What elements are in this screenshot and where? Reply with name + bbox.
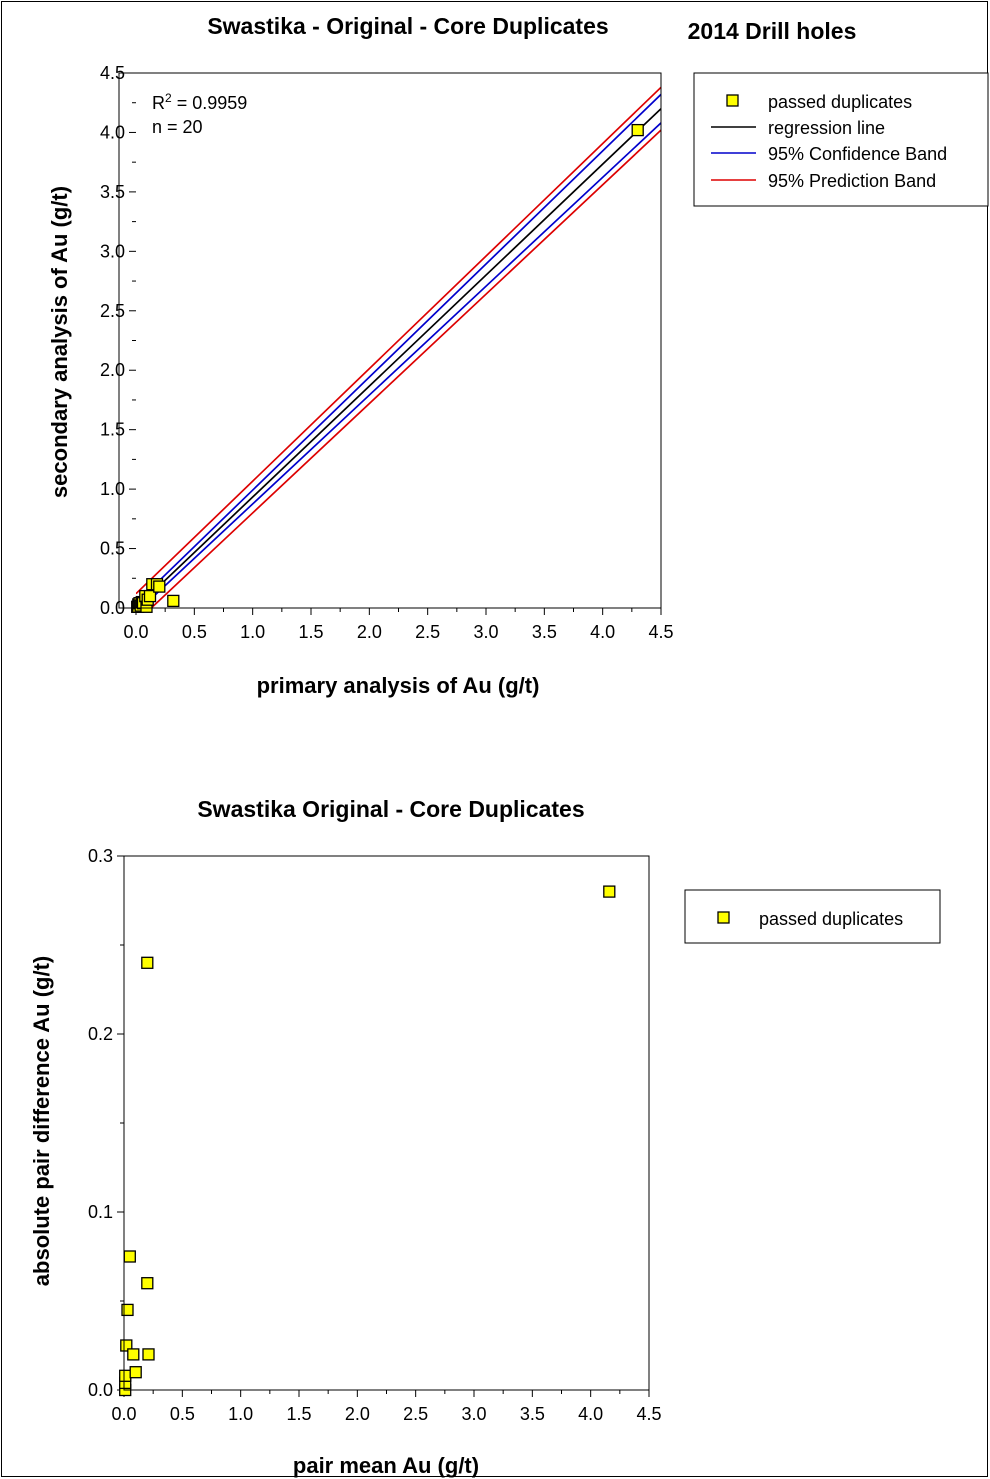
chart2-y-tick-label: 0.1 [88, 1202, 113, 1222]
chart2-x-tick-label: 2.5 [403, 1404, 428, 1424]
chart1-r2-value: = 0.9959 [172, 93, 248, 113]
chart1-x-tick-label: 3.5 [532, 622, 557, 642]
chart1-x-axis-label: primary analysis of Au (g/t) [257, 673, 540, 698]
legend-confidence-band: 95% Confidence Band [768, 144, 947, 164]
chart2-x-tick-label: 3.5 [520, 1404, 545, 1424]
chart1-x-tick-label: 0.0 [123, 622, 148, 642]
chart1-y-tick-label: 0.5 [100, 539, 125, 559]
chart1-title: Swastika - Original - Core Duplicates [207, 13, 608, 39]
chart2-title: Swastika Original - Core Duplicates [197, 796, 584, 822]
chart2-data-point [127, 1348, 140, 1361]
chart2-x-tick-label: 3.0 [461, 1404, 486, 1424]
chart1-data-point [153, 580, 166, 593]
chart2-data-point [123, 1250, 136, 1263]
chart1-confidence-band-lower [139, 122, 661, 608]
chart1-confidence-band-upper [136, 93, 661, 604]
chart2-x-tick-label: 1.0 [228, 1404, 253, 1424]
chart2-x-tick-label: 0.5 [170, 1404, 195, 1424]
chart2-x-tick-label: 2.0 [345, 1404, 370, 1424]
chart1-x-tick-label: 2.5 [415, 622, 440, 642]
chart2-y-tick-label: 0.2 [88, 1024, 113, 1044]
chart2-x-tick-label: 0.0 [111, 1404, 136, 1424]
chart2-data-point [141, 1277, 154, 1290]
legend-square-marker-icon [726, 94, 739, 107]
chart1-prediction-band-upper [136, 86, 661, 595]
chart2-legend-passed-duplicates: passed duplicates [759, 909, 903, 929]
chart2-data-point [603, 885, 616, 898]
chart1-plot-frame [118, 72, 662, 609]
chart1-data-point [143, 589, 157, 603]
chart2-data-point [121, 1303, 134, 1317]
chart1-y-tick-label: 1.0 [100, 479, 125, 499]
chart1-x-tick-label: 3.0 [473, 622, 498, 642]
chart1-r2-text: R2 = 0.9959 [152, 91, 247, 113]
chart2-y-tick-label: 0.3 [88, 846, 113, 866]
chart1-legend: passed duplicates regression line 95% Co… [693, 72, 989, 207]
chart1-x-tick-label: 0.5 [182, 622, 207, 642]
chart1-x-tick-label: 4.5 [648, 622, 673, 642]
chart2-y-axis-label: absolute pair difference Au (g/t) [29, 956, 54, 1286]
chart2-plot-frame [123, 855, 650, 1391]
chart2-ticks: 0.0 0.5 1.0 1.5 2.0 2.5 3.0 3.5 4.0 4.5 0.0 0.1 0.2 0… [88, 846, 662, 1424]
chart1-y-tick-label: 4.0 [100, 122, 125, 142]
chart2-x-tick-label: 4.0 [578, 1404, 603, 1424]
chart1-x-tick-label: 1.0 [240, 622, 265, 642]
chart1-y-tick-label: 3.0 [100, 241, 125, 261]
chart1-y-tick-label: 2.5 [100, 301, 125, 321]
chart1-ticks: 0.0 0.5 1.0 1.5 2.0 2.5 3.0 3.5 4.0 4.50.00.51.01… [100, 63, 674, 642]
chart1-x-tick-label: 4.0 [590, 622, 615, 642]
chart1-y-tick-label: 2.0 [100, 360, 125, 380]
chart1-x-tick-label: 1.5 [298, 622, 323, 642]
chart2-legend: passed duplicates [684, 889, 941, 944]
chart2-x-axis-label: pair mean Au (g/t) [293, 1453, 479, 1478]
legend-square-marker-icon [717, 911, 730, 924]
chart1-legend-box [693, 72, 989, 207]
chart2-legend-box [684, 889, 941, 944]
chart1-r2-superscript: 2 [165, 91, 172, 105]
page-subtitle: 2014 Drill holes [688, 18, 857, 44]
chart2-data-point [129, 1366, 142, 1379]
chart2-data-point [142, 1348, 155, 1361]
chart2-y-tick-label: 0.0 [88, 1380, 113, 1400]
chart1-y-tick-label: 3.5 [100, 182, 125, 202]
chart2-marks [119, 885, 616, 1397]
chart2-x-tick-label: 4.5 [636, 1404, 661, 1424]
chart2-data-point [119, 1369, 132, 1382]
chart2-data-point [120, 1339, 133, 1352]
chart1-x-tick-label: 2.0 [357, 622, 382, 642]
chart1-y-tick-label: 1.5 [100, 420, 125, 440]
chart1-prediction-band-lower [150, 129, 661, 608]
chart1-r2-label: R [152, 93, 165, 113]
chart1-data-point [631, 123, 644, 137]
chart1-regression-line [136, 108, 661, 608]
chart2-data-point [141, 956, 154, 969]
chart1-data-point [167, 594, 180, 608]
chart1-marks [131, 86, 661, 613]
legend-prediction-band: 95% Prediction Band [768, 171, 936, 191]
chart1-y-axis-label: secondary analysis of Au (g/t) [47, 186, 72, 498]
legend-regression-line: regression line [768, 118, 885, 138]
legend-passed-duplicates: passed duplicates [768, 92, 912, 112]
chart2-x-tick-label: 1.5 [286, 1404, 311, 1424]
chart1-n-text: n = 20 [152, 117, 203, 137]
